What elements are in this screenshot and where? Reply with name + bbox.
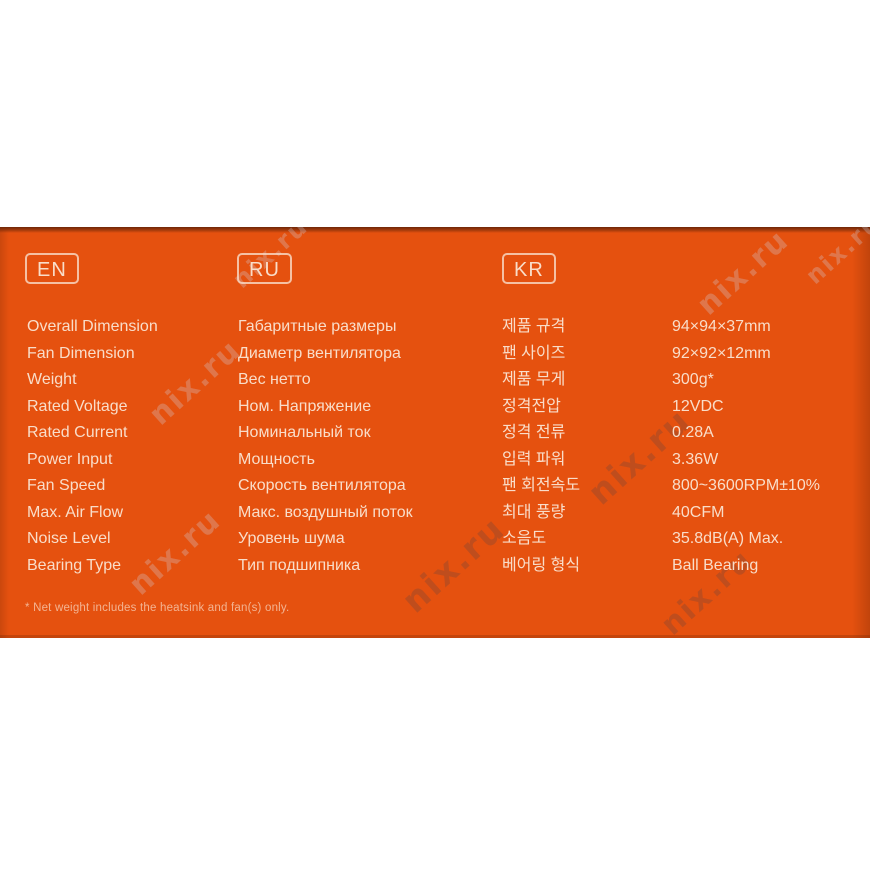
watermark: nix.ru [690,227,797,323]
language-badge-en: EN [25,253,79,284]
spec-row: Fan Dimension Диаметр вентилятора 팬 사이즈 92×… [0,344,870,371]
spec-value: 35.8dB(A) Max. [672,530,784,547]
spec-value: 40CFM [672,503,725,521]
spec-label-kr: 제품 규격 [502,318,566,335]
spec-row: Max. Air Flow Макс. воздушный поток 최대 풍량 4… [0,503,870,530]
spec-table: Overall Dimension Габаритные размеры 제품 규격… [0,317,870,582]
spec-label-ru: Вес нетто [238,371,311,388]
spec-label-en: Fan Speed [27,477,106,494]
spec-label-kr: 베어링 형식 [502,556,581,574]
spec-label-kr: 팬 사이즈 [502,344,566,362]
spec-panel: nix.ru nix.ru nix.ru nix.ru nix.ru nix.r… [0,227,870,638]
spec-row: Fan Speed Скорость вентилятора 팬 회전속도 800~3… [0,476,870,503]
spec-value: 0.28A [672,424,714,441]
spec-label-en: Bearing Type [27,556,121,574]
spec-row: Overall Dimension Габаритные размеры 제품 규격… [0,317,870,344]
spec-label-ru: Тип подшипника [238,556,361,574]
spec-label-ru: Скорость вентилятора [238,477,406,494]
spec-label-ru: Габаритные размеры [238,318,397,335]
spec-label-ru: Макс. воздушный поток [238,503,413,521]
spec-value: 94×94×37mm [672,318,771,335]
spec-label-kr: 제품 무게 [502,371,566,388]
spec-label-ru: Уровень шума [238,530,345,547]
spec-label-kr: 정격 전류 [502,424,566,441]
spec-label-kr: 정격전압 [502,397,561,415]
spec-row: Bearing Type Тип подшипника 베어링 형식 Ball Bea… [0,556,870,583]
spec-label-en: Fan Dimension [27,344,135,362]
spec-row: Rated Voltage Ном. Напряжение 정격전압 12VDC [0,397,870,424]
panel-top-edge-shadow [0,227,870,233]
spec-row: Noise Level Уровень шума 소음도 35.8dB(A) Max. [0,529,870,556]
spec-label-kr: 최대 풍량 [502,503,566,521]
spec-label-en: Noise Level [27,530,111,547]
spec-value: 92×92×12mm [672,344,771,362]
spec-label-kr: 입력 파워 [502,450,566,468]
spec-row: Rated Current Номинальный ток 정격 전류 0.28A [0,423,870,450]
spec-label-ru: Мощность [238,450,315,468]
language-badge-ru: RU [237,253,292,284]
spec-label-en: Power Input [27,450,113,468]
spec-value: Ball Bearing [672,556,759,574]
spec-value: 300g* [672,371,714,388]
spec-label-en: Overall Dimension [27,318,158,335]
panel-bottom-edge-shadow [0,635,870,638]
spec-row: Weight Вес нетто 제품 무게 300g* [0,370,870,397]
spec-label-ru: Номинальный ток [238,424,371,441]
panel-right-edge-shadow [852,227,870,638]
spec-label-en: Rated Current [27,424,128,441]
language-badge-kr: KR [502,253,556,284]
spec-value: 12VDC [672,397,724,415]
spec-label-kr: 팬 회전속도 [502,477,581,494]
spec-label-en: Rated Voltage [27,397,128,415]
spec-row: Power Input Мощность 입력 파워 3.36W [0,450,870,477]
spec-label-ru: Диаметр вентилятора [238,344,401,362]
panel-left-edge-shadow [0,227,9,638]
spec-label-en: Weight [27,371,77,388]
spec-label-en: Max. Air Flow [27,503,124,521]
net-weight-footnote: * Net weight includes the heatsink and f… [25,602,290,614]
spec-value: 3.36W [672,450,719,468]
spec-label-ru: Ном. Напряжение [238,397,372,415]
spec-value: 800~3600RPM±10% [672,477,820,494]
spec-label-kr: 소음도 [502,530,547,547]
